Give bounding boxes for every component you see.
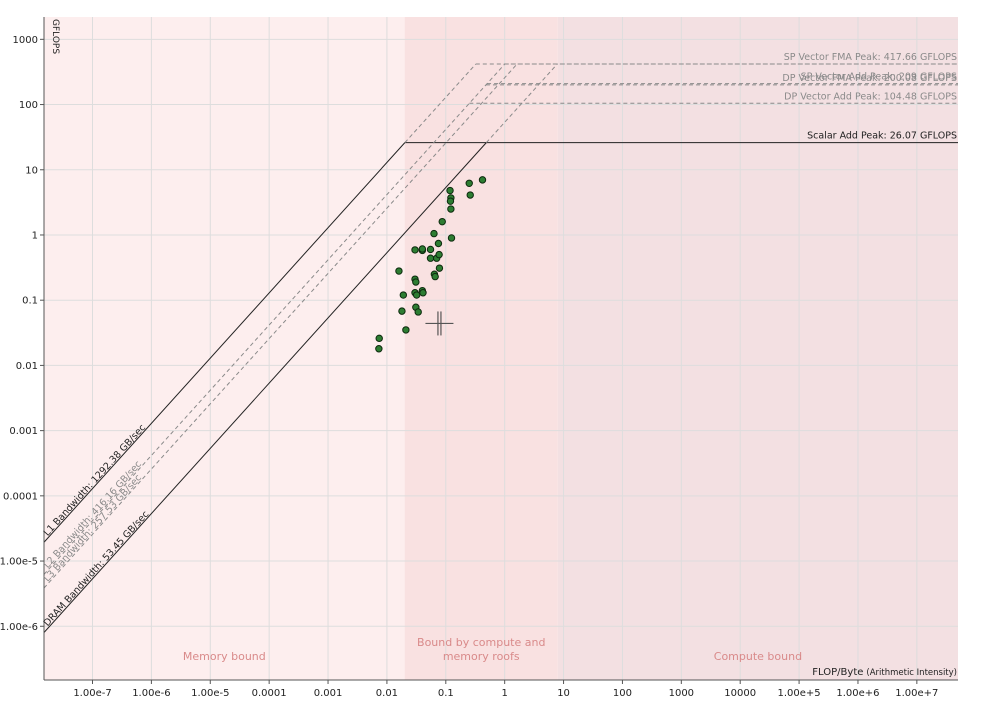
y-axis-title: GFLOPS (50, 19, 60, 54)
data-point[interactable] (402, 326, 410, 334)
data-point[interactable] (375, 345, 383, 353)
data-point[interactable] (398, 307, 406, 315)
memory-roof-extension-dram-bandwidth-53-45-gb-sec (485, 63, 558, 143)
data-point[interactable] (438, 217, 446, 226)
y-tick-label: 100 (19, 100, 38, 111)
y-tick-label: 0.001 (9, 426, 38, 437)
region-label-compute-bound: Compute bound (714, 650, 802, 663)
region-label-bound-by-compute-and-memory-roofs: Bound by compute and memory roofs (417, 636, 545, 663)
memory-roof-extension-l1-bandwidth-1292-38-gb-sec (404, 63, 477, 143)
data-point[interactable] (419, 289, 427, 297)
region-memory-bound (44, 17, 405, 680)
y-tick-label: 0.01 (16, 361, 38, 372)
data-point[interactable] (399, 291, 408, 299)
roof-lines (44, 63, 958, 633)
data-point[interactable] (395, 267, 403, 275)
x-axis-title-main: FLOP/Byte (812, 667, 863, 678)
data-point[interactable] (466, 191, 474, 199)
x-tick-label: 1.00e+5 (777, 688, 820, 699)
compute-roof-label-dp-vector-add-peak-104-48-gflops: DP Vector Add Peak: 104.48 GFLOPS (784, 91, 957, 102)
memory-roof-l3-bandwidth-257-53-gb-sec (44, 63, 518, 589)
compute-roof-label-sp-vector-add-peak-209-gflops: SP Vector Add Peak: 209 GFLOPS (801, 72, 957, 83)
compute-roof-label-sp-vector-fma-peak-417-66-gflops: SP Vector FMA Peak: 417.66 GFLOPS (784, 52, 957, 63)
axes (43, 17, 958, 681)
compute-roof-label-scalar-add-peak-26-07-gflops: Scalar Add Peak: 26.07 GFLOPS (807, 131, 957, 142)
x-tick-label: 1.00e+7 (895, 688, 938, 699)
data-point[interactable] (435, 264, 444, 272)
data-point[interactable] (446, 186, 454, 195)
x-tick-label: 10 (557, 688, 570, 699)
data-point[interactable] (465, 179, 473, 188)
x-tick-label: 1.00e-5 (191, 688, 229, 699)
compute-roof-label-dp-vector-fma-peak-200-08-gflops: DP Vector FMA Peak: 200.08 GFLOPS (782, 73, 957, 84)
data-point[interactable] (447, 234, 456, 242)
data-point[interactable] (418, 245, 427, 253)
x-tick-label: 1.00e-7 (73, 688, 111, 699)
region-bound-by-compute-and-memory-roofs (404, 17, 558, 680)
x-tick-label: 1 (501, 688, 507, 699)
bound-regions (44, 17, 958, 680)
region-labels: Memory bound Bound by compute and memory r… (183, 636, 802, 663)
x-tick-label: 0.1 (438, 688, 454, 699)
y-tick-label: 0.1 (22, 296, 38, 307)
data-point[interactable] (411, 246, 419, 254)
data-point[interactable] (412, 291, 421, 299)
x-axis-title: FLOP/Byte (Arithmetic Intensity) (812, 667, 957, 678)
data-point[interactable] (414, 308, 422, 316)
tick-labels: 1.00e-7 1.00e-6 1.00e-5 0.0001 0.001 0.01 0.1 1… (0, 35, 938, 699)
data-point[interactable] (435, 250, 443, 259)
data-point[interactable] (434, 239, 443, 248)
memory-roof-l1-bandwidth-1292-38-gb-sec (44, 142, 406, 543)
crosshair (425, 311, 454, 336)
data-point[interactable] (430, 229, 438, 238)
data-point[interactable] (446, 197, 455, 205)
y-tick-label: 1000 (13, 35, 38, 46)
x-tick-label: 1.00e-6 (132, 688, 170, 699)
y-tick-label: 10 (25, 165, 38, 176)
data-point[interactable] (426, 245, 435, 254)
region-label-memory-bound: Memory bound (183, 650, 266, 663)
x-tick-label: 1000 (669, 688, 694, 699)
region-compute-bound (557, 17, 958, 680)
x-tick-label: 100 (613, 688, 632, 699)
data-point[interactable] (412, 278, 420, 286)
data-points[interactable] (375, 176, 487, 353)
data-point[interactable] (478, 176, 487, 184)
data-point[interactable] (447, 205, 455, 213)
y-tick-label: 1.00e-5 (0, 557, 38, 568)
grid (44, 17, 958, 680)
x-axis-title-suffix: (Arithmetic Intensity) (866, 668, 957, 678)
x-tick-label: 1.00e+6 (836, 688, 879, 699)
data-point[interactable] (375, 334, 383, 343)
memory-roof-dram-bandwidth-53-45-gb-sec (44, 142, 487, 633)
x-tick-label: 0.01 (376, 688, 398, 699)
y-tick-label: 1 (32, 230, 38, 241)
data-point[interactable] (431, 272, 439, 281)
data-point[interactable] (426, 254, 435, 262)
memory-roof-l2-bandwidth-416-16-gb-sec (44, 63, 506, 575)
x-tick-label: 10000 (724, 688, 756, 699)
y-tick-label: 0.0001 (3, 491, 38, 502)
y-tick-label: 1.00e-6 (0, 622, 38, 633)
x-tick-label: 0.0001 (252, 688, 287, 699)
x-tick-label: 0.001 (314, 688, 343, 699)
